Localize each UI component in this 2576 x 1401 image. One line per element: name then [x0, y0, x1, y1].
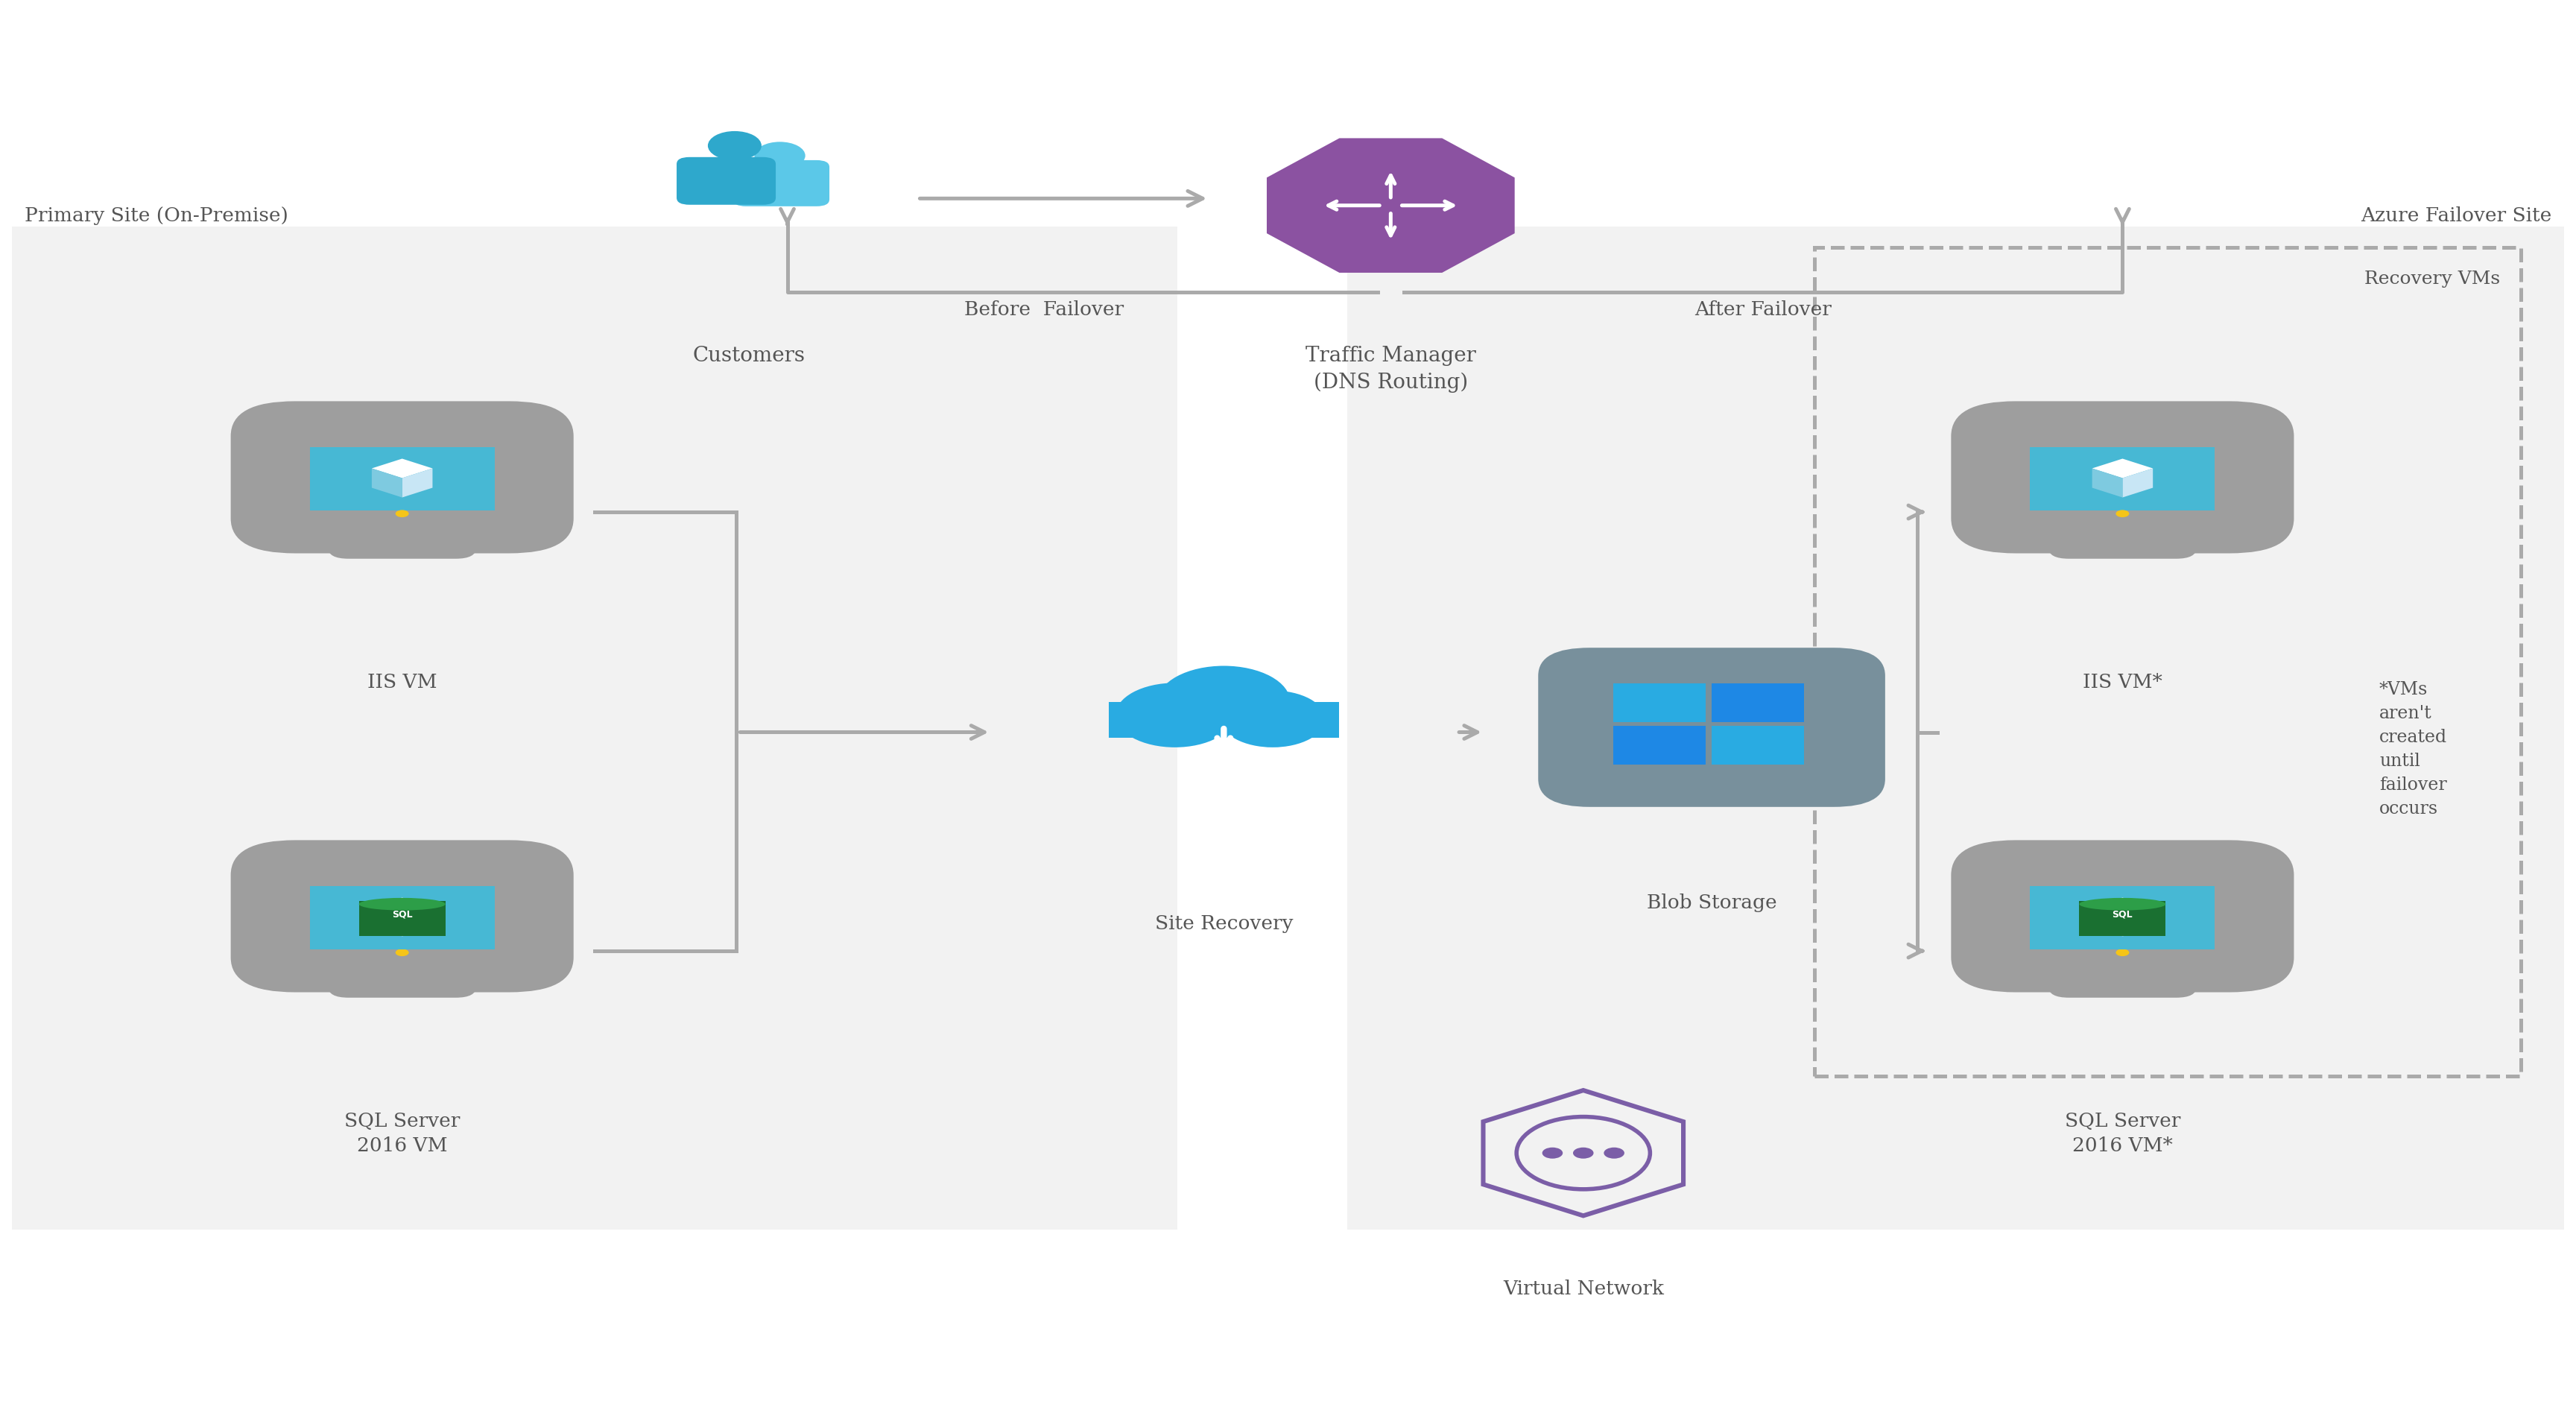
Text: Azure Failover Site: Azure Failover Site	[2360, 206, 2550, 226]
FancyBboxPatch shape	[1108, 702, 1340, 738]
FancyBboxPatch shape	[1538, 649, 1886, 807]
FancyBboxPatch shape	[734, 161, 829, 207]
FancyBboxPatch shape	[309, 448, 495, 511]
Circle shape	[1605, 1147, 1625, 1159]
Polygon shape	[376, 958, 430, 981]
FancyBboxPatch shape	[1613, 726, 1705, 765]
Text: SQL Server
2016 VM*: SQL Server 2016 VM*	[2063, 1111, 2179, 1154]
FancyBboxPatch shape	[1710, 684, 1803, 723]
Ellipse shape	[2079, 898, 2166, 911]
FancyBboxPatch shape	[2048, 968, 2197, 998]
FancyBboxPatch shape	[2079, 901, 2166, 936]
Text: Primary Site (On-Premise): Primary Site (On-Premise)	[26, 206, 289, 226]
Text: Before  Failover: Before Failover	[963, 300, 1123, 319]
FancyBboxPatch shape	[2030, 887, 2215, 950]
FancyBboxPatch shape	[1950, 841, 2295, 992]
Text: IIS VM: IIS VM	[368, 672, 438, 691]
Circle shape	[708, 132, 762, 161]
FancyBboxPatch shape	[1613, 684, 1705, 723]
FancyBboxPatch shape	[2048, 528, 2197, 559]
Text: Recovery VMs: Recovery VMs	[2365, 270, 2499, 287]
Circle shape	[1157, 667, 1291, 738]
FancyBboxPatch shape	[1347, 227, 2563, 1230]
Circle shape	[755, 143, 806, 170]
Polygon shape	[2092, 898, 2154, 918]
Circle shape	[1115, 684, 1234, 748]
Text: Virtual Network: Virtual Network	[1502, 1279, 1664, 1297]
Circle shape	[397, 948, 410, 957]
Circle shape	[1221, 691, 1324, 748]
Text: SQL: SQL	[2112, 909, 2133, 919]
FancyBboxPatch shape	[677, 158, 775, 206]
Text: *VMs
aren't
created
until
failover
occurs: *VMs aren't created until failover occur…	[2380, 681, 2447, 817]
FancyBboxPatch shape	[232, 402, 574, 553]
FancyBboxPatch shape	[232, 841, 574, 992]
Text: After Failover: After Failover	[1695, 300, 1832, 319]
Circle shape	[2115, 510, 2130, 518]
FancyBboxPatch shape	[358, 901, 446, 936]
Polygon shape	[402, 908, 433, 937]
Circle shape	[397, 510, 410, 518]
FancyBboxPatch shape	[1950, 402, 2295, 553]
Circle shape	[1543, 1147, 1564, 1159]
Polygon shape	[2092, 908, 2123, 937]
Polygon shape	[371, 460, 433, 479]
FancyBboxPatch shape	[13, 227, 1177, 1230]
Polygon shape	[1267, 139, 1515, 273]
Polygon shape	[2097, 958, 2148, 981]
Text: Blob Storage: Blob Storage	[1646, 892, 1777, 911]
Text: SQL Server
2016 VM: SQL Server 2016 VM	[345, 1111, 461, 1154]
Text: SQL: SQL	[392, 909, 412, 919]
Polygon shape	[402, 469, 433, 497]
FancyBboxPatch shape	[327, 968, 477, 998]
Polygon shape	[2092, 460, 2154, 479]
FancyBboxPatch shape	[309, 887, 495, 950]
Text: Traffic Manager
(DNS Routing): Traffic Manager (DNS Routing)	[1306, 346, 1476, 392]
FancyBboxPatch shape	[2030, 448, 2215, 511]
Polygon shape	[371, 908, 402, 937]
FancyBboxPatch shape	[2030, 887, 2215, 950]
Polygon shape	[371, 898, 433, 918]
Polygon shape	[2123, 469, 2154, 497]
Polygon shape	[2097, 518, 2148, 542]
Circle shape	[2115, 948, 2130, 957]
Ellipse shape	[358, 898, 446, 911]
Text: Site Recovery: Site Recovery	[1154, 913, 1293, 932]
Polygon shape	[371, 469, 402, 497]
Polygon shape	[376, 518, 430, 542]
Circle shape	[1574, 1147, 1595, 1159]
Polygon shape	[2092, 469, 2123, 497]
Text: Customers: Customers	[693, 346, 806, 366]
FancyBboxPatch shape	[327, 528, 477, 559]
Polygon shape	[2123, 908, 2154, 937]
Text: IIS VM*: IIS VM*	[2084, 672, 2161, 691]
FancyBboxPatch shape	[1710, 726, 1803, 765]
FancyBboxPatch shape	[309, 887, 495, 950]
